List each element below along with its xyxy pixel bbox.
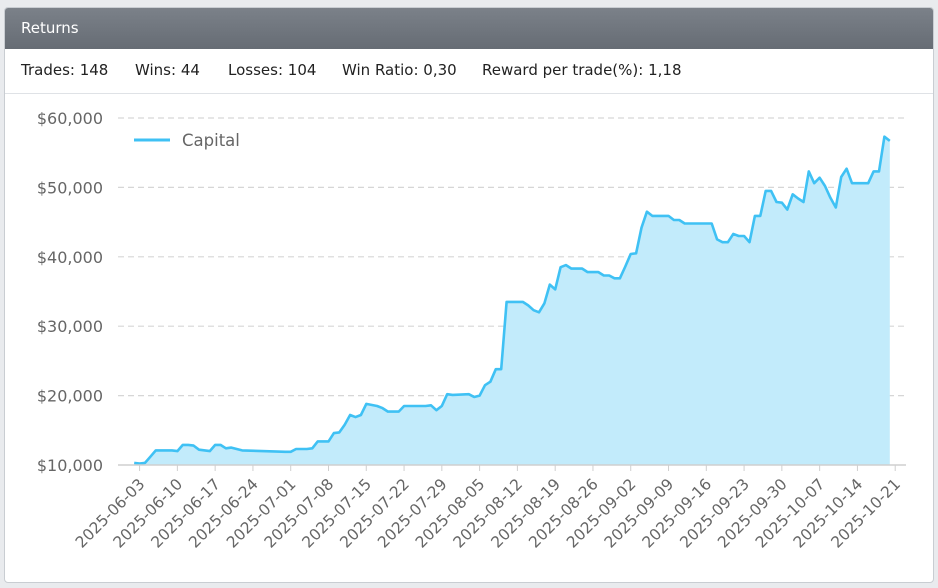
stat-wins-value: 44 <box>180 61 200 79</box>
y-tick-label: $10,000 <box>37 456 103 475</box>
stat-trades-value: 148 <box>79 61 109 79</box>
y-tick-label: $20,000 <box>37 387 103 406</box>
stat-wins: Wins: 44 <box>135 61 200 79</box>
stat-win-ratio-value: 0,30 <box>423 61 457 79</box>
stats-bar: Trades: 148 Wins: 44 Losses: 104 Win Rat… <box>5 49 933 94</box>
y-tick-label: $60,000 <box>37 109 103 128</box>
area-layer <box>134 135 891 465</box>
stat-reward-per-trade: Reward per trade(%): 1,18 <box>482 61 682 79</box>
stat-wins-label: Wins: <box>135 61 177 79</box>
legend-layer: Capital <box>134 131 240 150</box>
stat-reward-label: Reward per trade(%): <box>482 61 644 79</box>
capital-area-fill <box>134 136 890 465</box>
y-tick-label: $40,000 <box>37 248 103 267</box>
stat-trades-label: Trades: <box>21 61 75 79</box>
capital-series-line <box>134 135 891 465</box>
stat-losses-value: 104 <box>287 61 317 79</box>
stat-losses-label: Losses: <box>228 61 283 79</box>
stat-reward-value: 1,18 <box>648 61 682 79</box>
axis-layer: $10,000 $20,000 $30,000 $40,000 $50,000 $60,0… <box>37 109 906 552</box>
stat-losses: Losses: 104 <box>228 61 316 79</box>
panel-title: Returns <box>21 19 79 37</box>
legend-label-capital: Capital <box>182 131 240 150</box>
y-tick-label: $50,000 <box>37 178 103 197</box>
panel-header: Returns <box>5 8 933 49</box>
stat-trades: Trades: 148 <box>21 61 108 79</box>
stat-win-ratio-label: Win Ratio: <box>342 61 419 79</box>
y-tick-label: $30,000 <box>37 317 103 336</box>
stat-win-ratio: Win Ratio: 0,30 <box>342 61 457 79</box>
